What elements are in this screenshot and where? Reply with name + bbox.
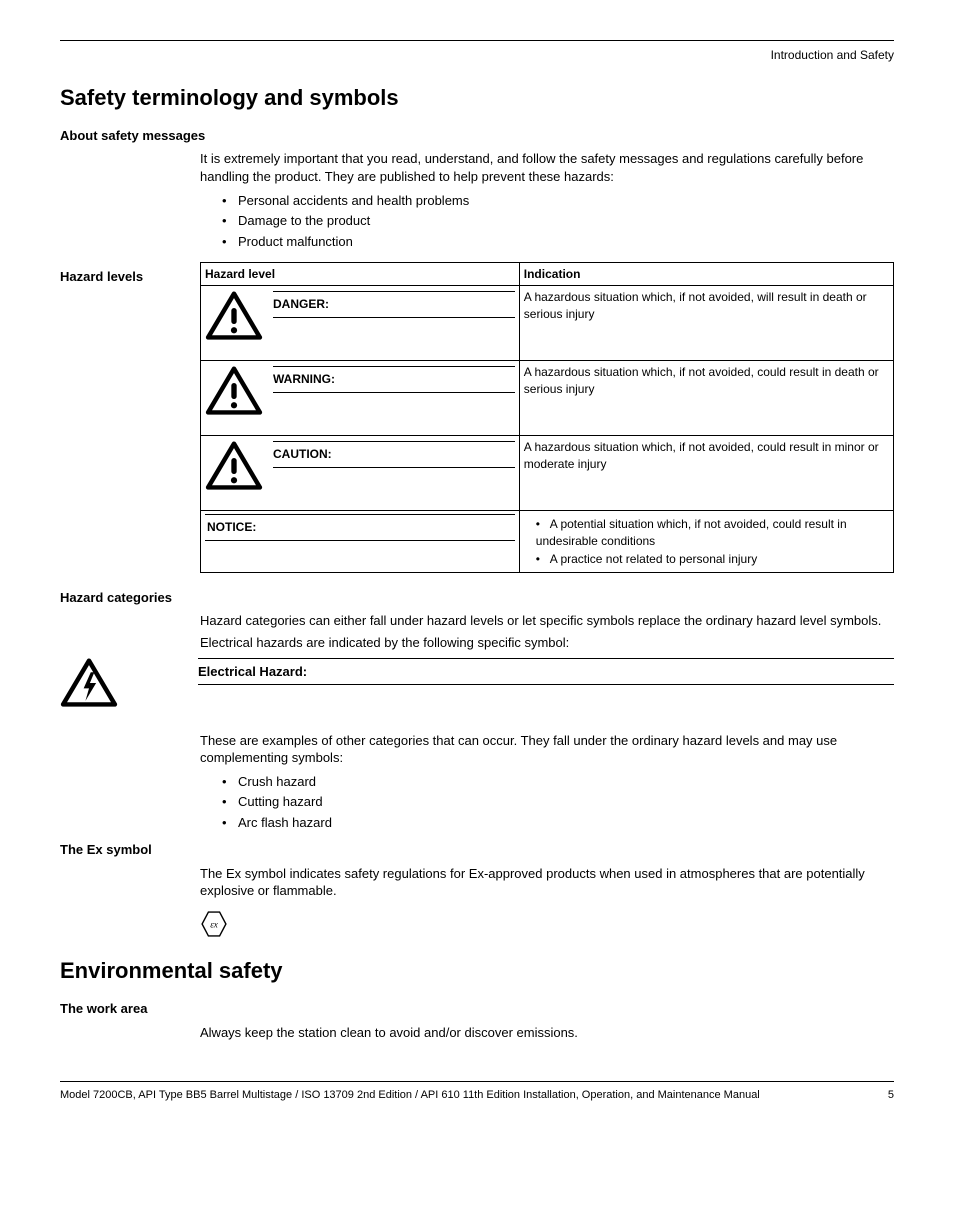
list-notice-indication: A potential situation which, if not avoi…: [536, 516, 889, 567]
electrical-hazard-icon: [60, 658, 118, 708]
para-hazard-categories-3: These are examples of other categories t…: [200, 732, 894, 767]
para-hazard-categories-2: Electrical hazards are indicated by the …: [200, 634, 894, 652]
heading-safety-terminology: Safety terminology and symbols: [60, 83, 894, 113]
list-item: A practice not related to personal injur…: [536, 551, 889, 567]
heading-ex-symbol: The Ex symbol: [60, 841, 894, 859]
th-hazard-level: Hazard level: [201, 263, 520, 286]
warning-triangle-icon: [205, 366, 263, 416]
footer-text: Model 7200CB, API Type BB5 Barrel Multis…: [60, 1088, 760, 1103]
svg-text:εx: εx: [210, 919, 218, 929]
list-other-hazard-categories: Crush hazard Cutting hazard Arc flash ha…: [222, 773, 894, 832]
label-electrical-hazard: Electrical Hazard:: [198, 658, 894, 686]
list-item: Damage to the product: [222, 212, 894, 230]
list-item: A potential situation which, if not avoi…: [536, 516, 889, 548]
th-indication: Indication: [519, 263, 893, 286]
para-hazard-categories-1: Hazard categories can either fall under …: [200, 612, 894, 630]
list-item: Product malfunction: [222, 233, 894, 251]
table-row: NOTICE: A potential situation which, if …: [201, 511, 894, 573]
cell-indication: A hazardous situation which, if not avoi…: [519, 286, 893, 361]
running-head: Introduction and Safety: [60, 47, 894, 63]
para-work-area: Always keep the station clean to avoid a…: [200, 1024, 894, 1042]
list-item: Personal accidents and health problems: [222, 192, 894, 210]
table-row: CAUTION: A hazardous situation which, if…: [201, 436, 894, 511]
list-item: Cutting hazard: [222, 793, 894, 811]
list-about-safety-hazards: Personal accidents and health problems D…: [222, 192, 894, 251]
heading-hazard-categories: Hazard categories: [60, 589, 894, 607]
label-danger: DANGER:: [273, 291, 515, 317]
table-hazard-levels: Hazard level Indication DANGER: A hazard…: [200, 262, 894, 573]
label-caution: CAUTION:: [273, 441, 515, 467]
table-row: DANGER: A hazardous situation which, if …: [201, 286, 894, 361]
list-item: Arc flash hazard: [222, 814, 894, 832]
label-notice: NOTICE:: [205, 514, 515, 540]
warning-triangle-icon: [205, 291, 263, 341]
heading-about-safety-messages: About safety messages: [60, 127, 894, 145]
page-number: 5: [888, 1088, 894, 1103]
heading-environmental-safety: Environmental safety: [60, 956, 894, 986]
para-ex-symbol: The Ex symbol indicates safety regulatio…: [200, 865, 894, 900]
cell-indication: A hazardous situation which, if not avoi…: [519, 436, 893, 511]
warning-triangle-icon: [205, 441, 263, 491]
cell-indication: A hazardous situation which, if not avoi…: [519, 361, 893, 436]
para-about-safety: It is extremely important that you read,…: [200, 150, 894, 185]
heading-work-area: The work area: [60, 1000, 894, 1018]
heading-hazard-levels: Hazard levels: [60, 268, 200, 286]
list-item: Crush hazard: [222, 773, 894, 791]
table-row: WARNING: A hazardous situation which, if…: [201, 361, 894, 436]
ex-icon: εx: [200, 910, 228, 938]
label-warning: WARNING:: [273, 366, 515, 392]
